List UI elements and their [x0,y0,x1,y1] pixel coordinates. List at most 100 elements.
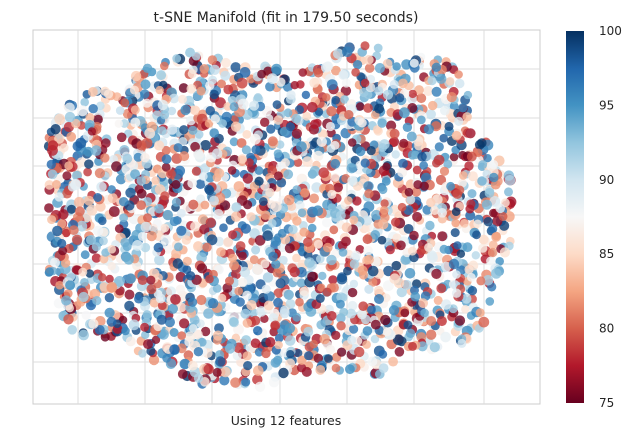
scatter-point [363,201,375,213]
scatter-point [347,300,358,311]
scatter-point [71,118,81,129]
scatter-point [299,221,308,230]
scatter-point [231,211,242,222]
scatter-point [462,112,472,122]
scatter-point [395,93,405,103]
scatter-point [320,62,332,73]
scatter-point [373,125,382,134]
scatter-point [364,55,374,65]
colorbar-ticks: 100 95 90 85 80 75 [599,24,622,410]
scatter-point [378,185,388,195]
scatter-point [115,174,127,185]
scatter-point [167,303,178,314]
scatter-point [225,276,234,286]
scatter-point [276,77,286,87]
scatter-point [316,136,327,147]
scatter-point [398,158,408,169]
scatter-point [270,320,281,331]
scatter-point [366,146,376,156]
scatter-point [462,242,473,253]
scatter-point [354,346,365,358]
scatter-point [191,51,201,61]
scatter-point [274,340,283,350]
scatter-point [207,55,218,65]
scatter-point [448,258,460,270]
scatter-point [322,93,331,102]
scatter-point [388,356,398,367]
scatter-point [175,284,186,294]
scatter-point [60,258,71,268]
scatter-point [140,79,151,90]
scatter-point [351,68,360,77]
scatter-point [82,213,92,223]
scatter-point [85,269,94,278]
scatter-point [409,230,419,241]
scatter-point [467,171,478,182]
scatter-point [310,119,320,129]
scatter-point [119,197,129,207]
scatter-point [309,77,320,88]
scatter-point [344,110,354,120]
scatter-point [251,245,261,255]
scatter-point [466,151,477,162]
scatter-point [288,224,298,235]
scatter-point [183,350,194,360]
scatter-point [406,195,416,205]
scatter-point [336,321,346,331]
scatter-point [125,273,136,284]
scatter-point [489,196,501,207]
scatter-point [115,106,125,115]
scatter-point [99,254,109,264]
scatter-point [398,78,408,89]
scatter-point [411,187,421,197]
scatter-point [214,168,225,179]
scatter-point [436,73,447,85]
scatter-point [140,152,150,163]
scatter-point [482,169,492,179]
scatter-point [272,100,282,109]
scatter-point [249,308,258,318]
scatter-point [116,132,127,143]
scatter-point [271,259,281,269]
scatter-point [57,238,67,249]
scatter-point [404,187,414,197]
scatter-point [154,203,164,214]
scatter-point [215,97,226,109]
scatter-point [172,54,182,63]
scatter-point [393,334,404,346]
scatter-point [267,218,277,228]
scatter-point [346,163,357,174]
scatter-point [155,85,164,95]
scatter-point [98,273,107,282]
scatter-point [55,280,64,290]
scatter-point [151,335,161,344]
scatter-point [154,254,165,266]
scatter-point [93,193,103,202]
scatter-point [120,98,130,108]
scatter-point [78,267,88,277]
scatter-point [391,260,402,271]
scatter-point [134,294,144,304]
scatter-point [318,271,327,281]
scatter-point [223,102,233,111]
scatter-point [179,125,189,135]
scatter-point [92,296,102,306]
scatter-point [360,78,370,88]
scatter-point [362,326,373,336]
scatter-point [396,286,407,298]
scatter-point [344,196,353,205]
scatter-point [206,234,218,246]
scatter-point [410,291,421,302]
scatter-point [429,342,440,353]
scatter-point [260,117,270,128]
scatter-point [330,158,341,169]
scatter-point [326,254,337,266]
scatter-point [266,124,276,134]
scatter-point [423,86,434,96]
scatter-point [187,297,198,307]
scatter-point [78,329,89,341]
scatter-point [193,241,204,252]
scatter-point [64,102,75,113]
scatter-point [160,234,171,245]
scatter-point [309,165,321,177]
